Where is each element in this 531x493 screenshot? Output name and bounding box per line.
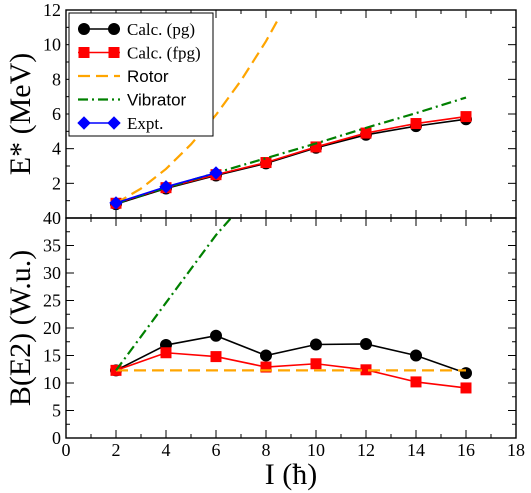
top-point-expt (159, 180, 173, 194)
bottom-point-calc-pg (260, 349, 272, 362)
top-y-tick-label: 8 (52, 69, 61, 89)
bottom-point-calc-pg (410, 349, 422, 362)
x-tick-label: 8 (262, 440, 271, 460)
legend-marker (78, 47, 90, 58)
y-axis-title-top: E* (MeV) (4, 53, 37, 175)
x-tick-label: 14 (407, 440, 425, 460)
x-tick-label: 10 (307, 440, 325, 460)
legend-box (68, 12, 214, 137)
top-y-tick-label: 6 (52, 104, 61, 124)
x-tick-label: 18 (507, 440, 525, 460)
top-y-tick-label: 4 (52, 139, 61, 159)
bottom-point-calc-pg (210, 329, 222, 342)
bottom-y-tick-label: 25 (43, 291, 61, 311)
bottom-point-calc-fpg (310, 358, 322, 370)
x-tick-label: 16 (457, 440, 475, 460)
top-point-expt (109, 196, 123, 210)
top-y-tick-label: 10 (43, 35, 61, 55)
bottom-point-calc-pg (310, 338, 322, 351)
x-tick-label: 0 (62, 440, 71, 460)
bottom-point-calc-pg (360, 337, 372, 350)
bottom-point-calc-fpg (460, 382, 472, 394)
bottom-series-line-calc-pg (115, 334, 467, 374)
legend-label: Vibrator (127, 91, 187, 110)
bottom-series-line-vibrator (115, 218, 232, 372)
bottom-y-tick-label: 10 (43, 373, 61, 393)
legend-marker (78, 23, 90, 35)
y-axis-title-bottom: B(E2) (W.u.) (4, 250, 37, 406)
x-axis-title: I (ħ) (265, 458, 317, 491)
bottom-y-tick-label: 15 (43, 346, 61, 366)
bottom-y-tick-label: 35 (43, 236, 61, 256)
bottom-point-calc-fpg (260, 361, 272, 373)
bottom-series-line-calc-fpg (115, 351, 467, 389)
legend-label: Rotor (127, 67, 169, 86)
legend-label: Expt. (127, 114, 163, 133)
bottom-point-calc-fpg (410, 376, 422, 388)
x-tick-label: 2 (112, 440, 121, 460)
bottom-frame (65, 217, 517, 439)
top-series-line-calc-pg (115, 118, 467, 205)
bottom-plot-area (110, 218, 472, 394)
top-y-tick-label: 2 (52, 173, 61, 193)
bottom-point-calc-fpg (160, 347, 172, 359)
bottom-y-tick-label: 20 (43, 318, 61, 338)
top-point-calc-fpg (410, 118, 422, 130)
legend: Calc. (pg) Calc. (fpg) Rotor Vibrator Expt. (68, 12, 214, 137)
top-point-calc-fpg (260, 157, 272, 169)
legend-marker (108, 47, 120, 58)
legend-marker (77, 116, 91, 130)
x-tick-label: 4 (162, 440, 171, 460)
x-tick-label: 12 (357, 440, 375, 460)
top-y-tick-label: 12 (43, 0, 61, 20)
top-point-expt (209, 166, 223, 180)
legend-label: Calc. (fpg) (127, 44, 201, 63)
bottom-y-tick-label: 5 (52, 401, 61, 421)
legend-marker (107, 116, 121, 130)
bottom-point-calc-fpg (210, 351, 222, 363)
bottom-y-tick-label: 0 (52, 428, 61, 448)
bottom-y-tick-label: 30 (43, 263, 61, 283)
legend-marker (108, 23, 120, 35)
top-point-calc-fpg (460, 111, 472, 123)
legend-label: Calc. (pg) (127, 20, 195, 39)
top-point-calc-fpg (310, 141, 322, 153)
x-tick-label: 6 (212, 440, 221, 460)
bottom-y-tick-label: 40 (43, 208, 61, 228)
top-point-calc-fpg (360, 127, 372, 139)
